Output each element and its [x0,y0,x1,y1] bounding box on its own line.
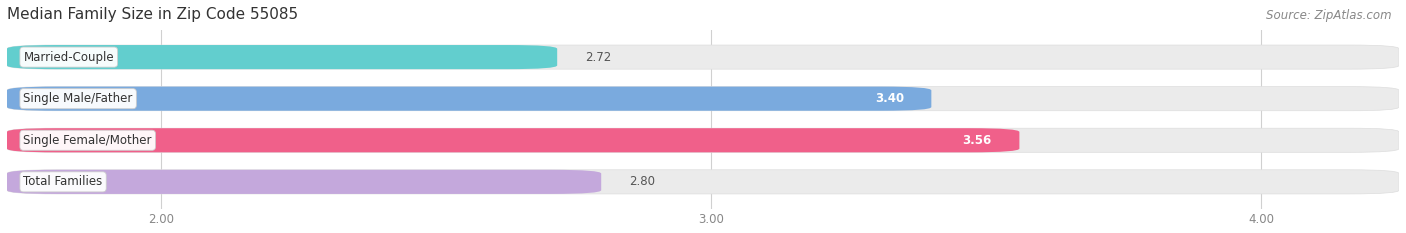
FancyBboxPatch shape [7,128,1399,152]
FancyBboxPatch shape [7,128,1019,152]
FancyBboxPatch shape [7,87,931,111]
Text: Single Female/Mother: Single Female/Mother [24,134,152,147]
FancyBboxPatch shape [7,170,602,194]
Text: 3.40: 3.40 [875,92,904,105]
FancyBboxPatch shape [7,45,557,69]
Text: Married-Couple: Married-Couple [24,51,114,64]
Text: Median Family Size in Zip Code 55085: Median Family Size in Zip Code 55085 [7,7,298,22]
Text: 3.56: 3.56 [963,134,991,147]
FancyBboxPatch shape [7,170,1399,194]
Text: 2.72: 2.72 [585,51,612,64]
FancyBboxPatch shape [7,87,1399,111]
Text: Total Families: Total Families [24,175,103,188]
Text: 2.80: 2.80 [628,175,655,188]
Text: Source: ZipAtlas.com: Source: ZipAtlas.com [1267,9,1392,22]
FancyBboxPatch shape [7,45,1399,69]
Text: Single Male/Father: Single Male/Father [24,92,132,105]
